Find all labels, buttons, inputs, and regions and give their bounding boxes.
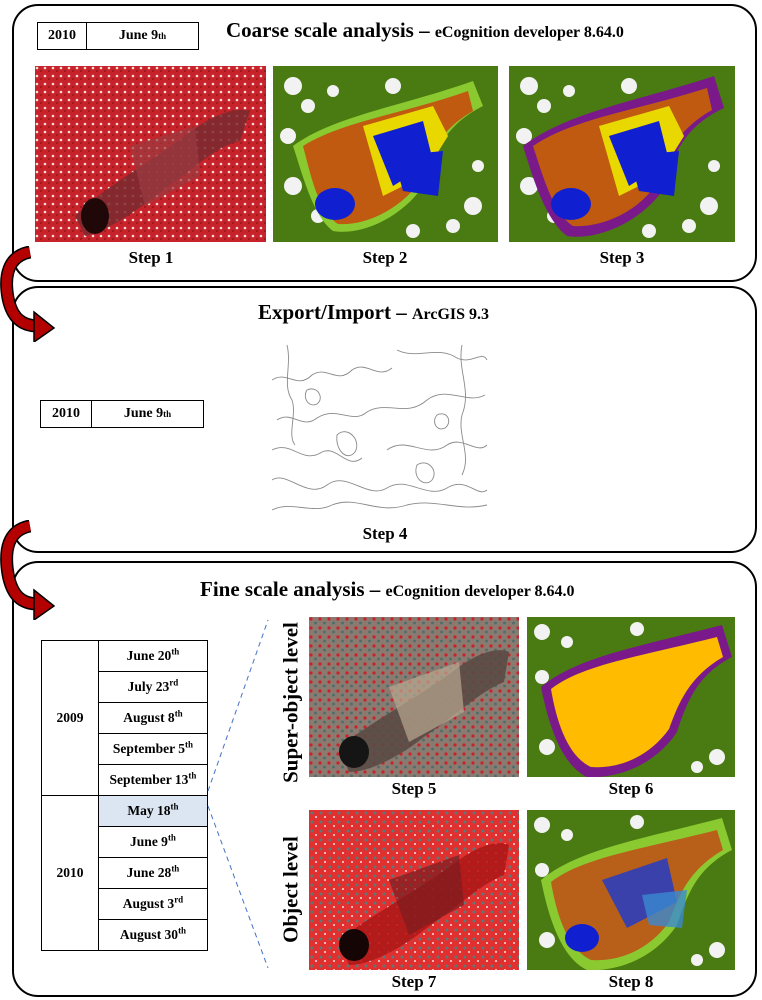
date-cell: August 8th xyxy=(98,702,208,734)
step4-label: Step 4 xyxy=(362,524,408,543)
dates-table: 2009 June 20th July 23rd August 8th Sept… xyxy=(41,640,208,951)
date-cell-highlighted: May 18th xyxy=(98,795,208,827)
object-level-label: Object level xyxy=(278,836,303,943)
date-cell: June 28th xyxy=(98,857,208,889)
panel1-title: Coarse scale analysis – eCognition devel… xyxy=(226,18,624,42)
panel2-year: 2010 xyxy=(41,401,92,427)
step5-label: Step 5 xyxy=(391,779,437,798)
step3-label: Step 3 xyxy=(599,248,645,267)
zoom-line-bottom xyxy=(207,805,269,969)
step8-label: Step 8 xyxy=(608,972,654,991)
super-object-level-label: Super-object level xyxy=(278,622,303,783)
step4-image xyxy=(267,340,490,518)
panel1-year: 2010 xyxy=(38,23,87,49)
step7-image xyxy=(309,810,519,970)
panel2-title: Export/Import – ArcGIS 9.3 xyxy=(258,300,490,324)
step6-label: Step 6 xyxy=(608,779,654,798)
step2-image xyxy=(273,66,498,242)
curved-arrow-icon xyxy=(0,246,56,342)
step8-image xyxy=(527,810,735,970)
step5-image xyxy=(309,617,519,777)
table-row: September 13th xyxy=(42,764,208,796)
table-row: June 28th xyxy=(42,857,208,889)
curved-arrow-icon xyxy=(0,520,56,620)
step7-label: Step 7 xyxy=(391,972,437,991)
year-2009: 2009 xyxy=(41,640,99,796)
table-row: August 3rd xyxy=(42,888,208,920)
date-cell: August 3rd xyxy=(98,888,208,920)
step6-image xyxy=(527,617,735,777)
zoom-line-top xyxy=(207,619,269,792)
step3-image xyxy=(509,66,735,242)
step1-label: Step 1 xyxy=(128,248,174,267)
date-cell: June 20th xyxy=(98,640,208,672)
date-cell: August 30th xyxy=(98,919,208,951)
step2-label: Step 2 xyxy=(362,248,408,267)
step1-image xyxy=(35,66,266,242)
panel3-title: Fine scale analysis – eCognition develop… xyxy=(200,577,575,601)
date-cell: September 13th xyxy=(98,764,208,796)
table-row: 2009 June 20th xyxy=(41,640,208,796)
table-row: August 8th xyxy=(42,702,208,734)
table-row: August 30th xyxy=(42,919,208,951)
